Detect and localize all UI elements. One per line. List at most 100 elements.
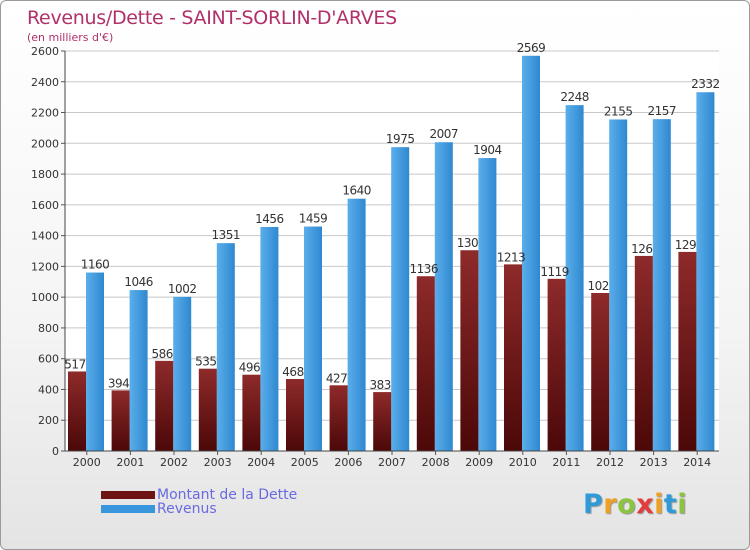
x-tick-label: 2001	[116, 456, 144, 469]
chart-title: Revenus/Dette - SAINT-SORLIN-D'ARVES	[27, 7, 397, 29]
data-label-debt: 1119	[540, 265, 569, 279]
bar-revenue	[609, 119, 628, 451]
data-label-debt: 517	[64, 357, 85, 371]
x-tick-label: 2005	[291, 456, 319, 469]
x-tick-label: 2007	[378, 456, 406, 469]
data-label-revenue: 1351	[212, 228, 241, 242]
legend-label-debt: Montant de la Dette	[157, 487, 298, 503]
bar-revenue	[216, 243, 235, 451]
y-tick-label: 1400	[31, 230, 59, 243]
data-label-debt: 1136	[410, 262, 439, 276]
bar-revenue	[391, 147, 410, 451]
data-label-revenue: 1640	[342, 184, 371, 198]
y-tick-label: 2200	[31, 107, 59, 120]
bar-revenue	[652, 119, 671, 452]
legend-item-revenue: Revenus	[101, 501, 217, 517]
data-label-debt: 1213	[497, 250, 526, 264]
data-label-revenue: 2155	[604, 104, 633, 118]
data-label-debt: 496	[239, 361, 260, 375]
data-label-debt: 468	[282, 365, 303, 379]
bar-debt	[678, 251, 697, 451]
bar-debt	[198, 368, 217, 451]
data-label-revenue: 2332	[691, 77, 720, 91]
data-label-debt: 129	[675, 238, 696, 252]
x-tick-label: 2012	[596, 456, 624, 469]
bar-debt	[329, 385, 348, 451]
data-label-revenue: 2007	[430, 127, 459, 141]
y-tick-label: 800	[38, 322, 59, 335]
y-tick-label: 2000	[31, 137, 59, 150]
x-tick-label: 2010	[509, 456, 537, 469]
data-label-revenue: 2157	[648, 104, 677, 118]
data-label-debt: 586	[151, 347, 172, 361]
bar-debt	[242, 374, 261, 451]
logo-letter: r	[603, 489, 618, 520]
data-label-debt: 394	[108, 376, 129, 390]
chart-subtitle: (en milliers d'€)	[27, 31, 114, 44]
legend-item-debt: Montant de la Dette	[101, 487, 298, 503]
legend-swatch-debt	[101, 491, 155, 499]
logo-letter: i	[677, 489, 688, 520]
bar-revenue	[696, 92, 715, 451]
data-label-revenue: 1002	[168, 282, 197, 296]
y-tick-label: 1200	[31, 260, 59, 273]
data-label-revenue: 1459	[299, 212, 328, 226]
x-tick-label: 2011	[552, 456, 580, 469]
bar-debt	[111, 390, 130, 451]
logo-letter: o	[617, 489, 637, 520]
y-tick-label: 1800	[31, 168, 59, 181]
bar-revenue	[129, 290, 148, 451]
y-tick-label: 2600	[31, 45, 59, 58]
proxiti-logo: Proxiti	[583, 489, 687, 520]
y-tick-label: 1000	[31, 291, 59, 304]
x-tick-label: 2013	[640, 456, 668, 469]
x-tick-label: 2006	[334, 456, 362, 469]
bar-revenue	[434, 142, 453, 451]
y-tick-label: 200	[38, 414, 59, 427]
y-tick-label: 2400	[31, 76, 59, 89]
logo-letter: t	[663, 489, 678, 520]
x-tick-label: 2002	[160, 456, 188, 469]
data-label-debt: 535	[195, 355, 216, 369]
bar-debt	[460, 250, 479, 451]
bar-revenue	[478, 158, 497, 452]
bar-revenue	[86, 272, 104, 451]
bar-debt	[634, 255, 653, 451]
data-label-debt: 102	[587, 279, 608, 293]
logo-letter: P	[583, 489, 604, 520]
legend-label-revenue: Revenus	[157, 501, 217, 517]
legend-swatch-revenue	[101, 505, 155, 513]
bar-debt	[591, 293, 610, 451]
logo-letter: x	[636, 489, 655, 520]
data-label-debt: 427	[326, 371, 347, 385]
data-label-revenue: 2569	[517, 41, 546, 55]
x-tick-label: 2014	[683, 456, 711, 469]
bar-debt	[373, 392, 392, 451]
data-label-revenue: 1904	[473, 143, 502, 157]
bar-debt	[547, 278, 566, 451]
data-label-revenue: 1456	[255, 212, 284, 226]
data-label-debt: 383	[369, 378, 390, 392]
bar-revenue	[347, 198, 366, 451]
bar-revenue	[173, 296, 192, 451]
x-tick-label: 2004	[247, 456, 275, 469]
bar-debt	[416, 276, 435, 451]
bar-debt	[504, 264, 522, 451]
data-label-revenue: 1046	[124, 275, 153, 289]
bar-revenue	[304, 226, 322, 451]
y-tick-label: 400	[38, 383, 59, 396]
data-label-debt: 130	[457, 236, 478, 250]
bar-revenue	[260, 227, 279, 451]
logo-letter: i	[654, 489, 664, 520]
bar-revenue	[522, 55, 540, 452]
x-tick-label: 2009	[465, 456, 493, 469]
bar-debt	[155, 360, 174, 451]
data-label-debt: 126	[631, 242, 652, 256]
data-label-revenue: 1975	[386, 132, 415, 146]
y-tick-label: 600	[38, 353, 59, 366]
x-tick-label: 2008	[422, 456, 450, 469]
bar-revenue	[565, 105, 584, 452]
data-label-revenue: 2248	[560, 90, 589, 104]
